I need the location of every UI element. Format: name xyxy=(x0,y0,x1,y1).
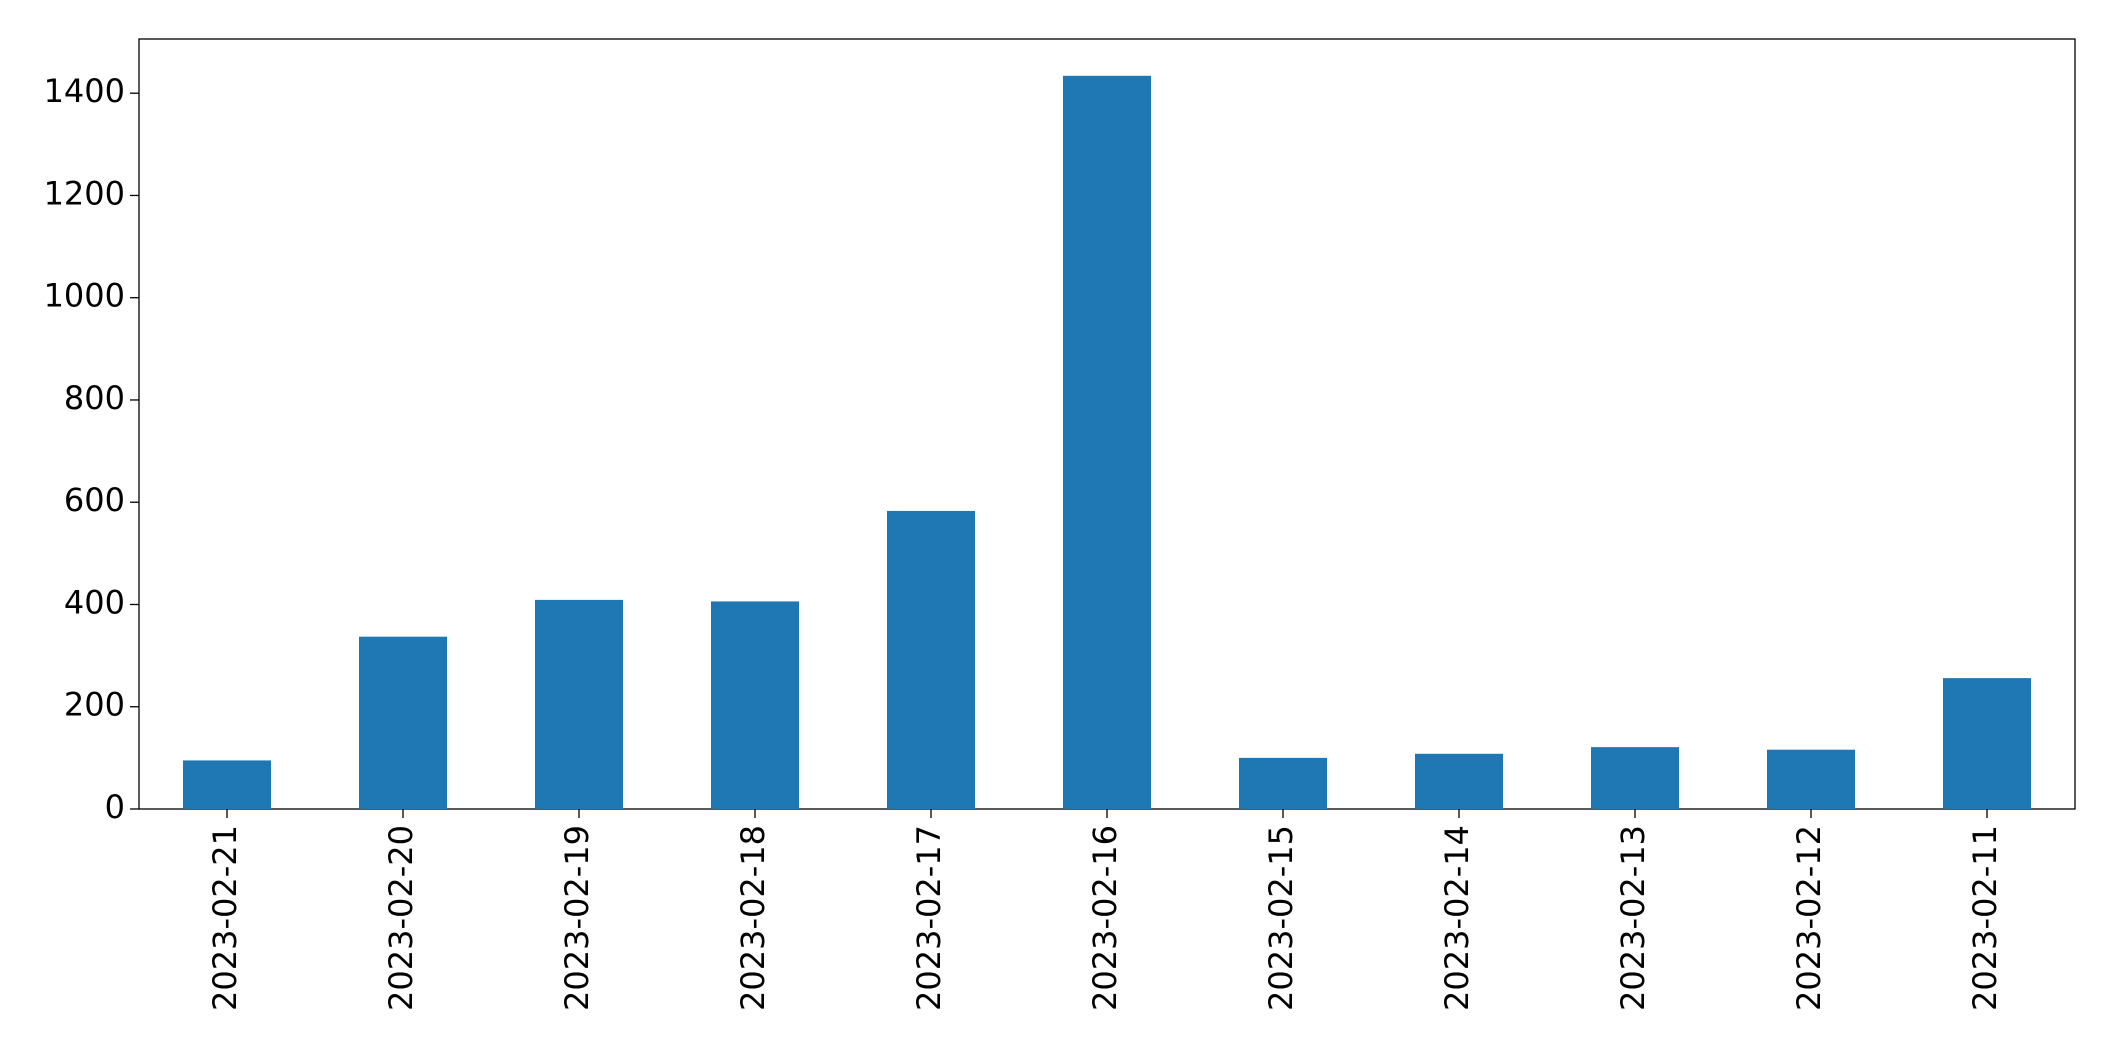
x-tick-label: 2023-02-13 xyxy=(1614,825,1652,1011)
x-tick-label: 2023-02-20 xyxy=(382,825,420,1011)
x-tick-label: 2023-02-14 xyxy=(1438,825,1476,1011)
bar xyxy=(711,601,799,809)
x-tick-label: 2023-02-11 xyxy=(1966,825,2004,1011)
y-tick-label: 800 xyxy=(64,379,125,417)
x-tick-label: 2023-02-17 xyxy=(910,825,948,1011)
bar xyxy=(1591,747,1679,809)
bar xyxy=(535,599,623,809)
x-tick-label: 2023-02-12 xyxy=(1790,825,1828,1011)
y-tick-label: 0 xyxy=(105,788,125,826)
y-tick-label: 1000 xyxy=(44,277,125,315)
bar xyxy=(1767,749,1855,809)
y-tick-label: 1200 xyxy=(44,174,125,212)
x-tick-label: 2023-02-16 xyxy=(1086,825,1124,1011)
y-tick-label: 200 xyxy=(64,686,125,724)
bar xyxy=(887,510,975,809)
x-tick-label: 2023-02-21 xyxy=(206,825,244,1011)
bar xyxy=(1063,75,1151,810)
bar xyxy=(1943,678,2031,809)
bar xyxy=(1239,757,1327,809)
x-tick-label: 2023-02-19 xyxy=(558,825,596,1011)
x-tick-label: 2023-02-18 xyxy=(734,825,772,1011)
bar xyxy=(183,760,271,809)
x-tick-label: 2023-02-15 xyxy=(1262,825,1300,1011)
y-tick-label: 400 xyxy=(64,583,125,621)
y-tick-label: 1400 xyxy=(44,72,125,110)
bar xyxy=(359,636,447,809)
bar xyxy=(1415,753,1503,809)
y-tick-label: 600 xyxy=(64,481,125,519)
